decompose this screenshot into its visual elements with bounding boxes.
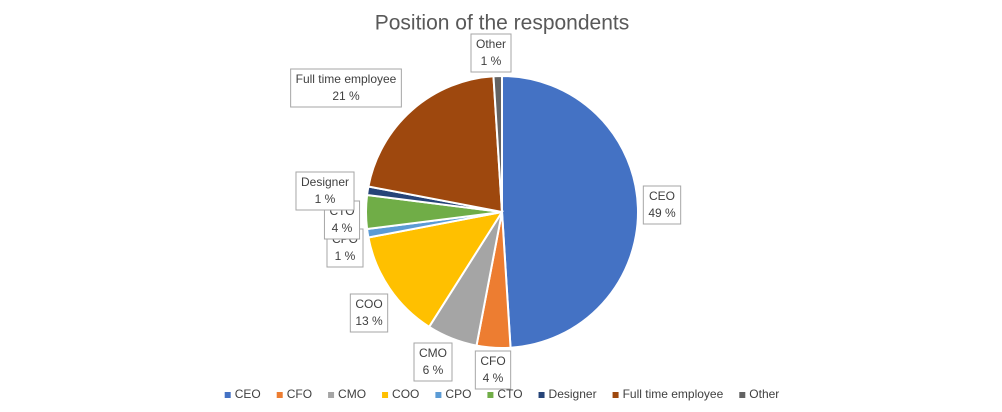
label-category: CFO (480, 354, 505, 368)
legend-label: Full time employee (623, 387, 724, 401)
legend-item: CFO (276, 387, 312, 401)
label-value: 4 % (332, 221, 353, 235)
legend-label: Other (749, 387, 779, 401)
legend-label: CMO (338, 387, 366, 401)
label-box (642, 185, 682, 225)
pie-slice (501, 74, 639, 349)
data-label: CMO 6 % (413, 342, 453, 382)
legend-swatch (435, 392, 442, 398)
legend-label: CFO (287, 387, 312, 401)
label-box (290, 68, 402, 108)
legend-item: CPO (435, 387, 471, 401)
data-label: CFO 4 % (474, 350, 512, 390)
data-label: Designer 1 % (295, 171, 355, 211)
label-value: 1 % (335, 249, 356, 263)
pie-slice (367, 75, 504, 214)
label-box (474, 350, 512, 390)
label-value: 1 % (315, 192, 336, 206)
label-value: 49 % (648, 206, 676, 220)
legend-swatch (739, 392, 746, 398)
label-value: 4 % (483, 371, 504, 385)
chart-title: Position of the respondents (375, 12, 630, 35)
legend-label: CPO (445, 387, 471, 401)
legend-item: CEO (224, 387, 261, 401)
legend-item: CMO (328, 387, 366, 401)
label-value: 1 % (481, 54, 502, 68)
data-label: Other 1 % (470, 33, 512, 73)
legend-label: CTO (497, 387, 522, 401)
legend-swatch (328, 392, 335, 398)
data-label: COO 13 % (349, 293, 389, 333)
label-category: Other (476, 37, 506, 51)
label-category: CEO (649, 189, 675, 203)
legend-item: CTO (487, 387, 523, 401)
legend-swatch (276, 392, 283, 398)
label-value: 13 % (355, 314, 383, 328)
label-category: Full time employee (296, 72, 397, 86)
data-label: Full time employee 21 % (290, 68, 402, 108)
label-box (349, 293, 389, 333)
pie-slice (367, 210, 505, 329)
label-category: CMO (419, 346, 447, 360)
legend-item: Designer (538, 387, 597, 401)
legend-swatch (382, 392, 389, 398)
legend-swatch (538, 392, 545, 398)
legend-swatch (224, 392, 231, 398)
label-box (295, 171, 355, 211)
label-category: Designer (301, 175, 349, 189)
label-value: 6 % (423, 363, 444, 377)
label-box (470, 33, 512, 73)
legend-label: CEO (235, 387, 261, 401)
label-box (413, 342, 453, 382)
legend-label: COO (392, 387, 419, 401)
legend-item: COO (382, 387, 419, 401)
label-category: COO (355, 297, 382, 311)
label-value: 21 % (332, 89, 360, 103)
legend-swatch (612, 392, 619, 398)
pie-slice (492, 74, 503, 213)
legend-item: Other (739, 387, 779, 401)
data-label: CEO 49 % (642, 185, 682, 225)
legend-swatch (487, 392, 494, 398)
legend-label: Designer (549, 387, 597, 401)
legend-item: Full time employee (612, 387, 724, 401)
